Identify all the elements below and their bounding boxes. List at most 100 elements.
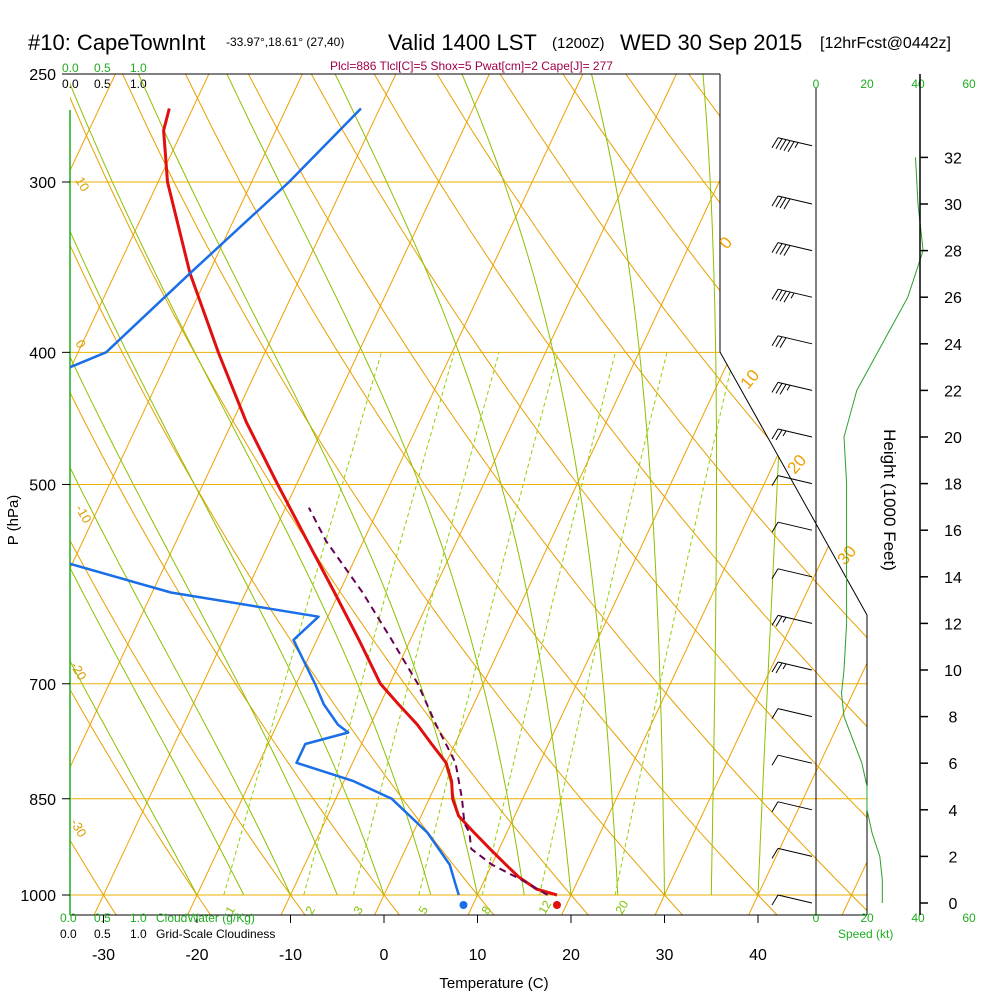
isotherm-line (463, 74, 867, 915)
pressure-axis: 250 300 400 500 700 850 1000 (20, 67, 70, 905)
temperature-tick-label: 10 (469, 947, 487, 964)
top-black-2: 1.0 (130, 77, 147, 91)
wind-barb (771, 847, 813, 859)
wind-barb-half (782, 663, 787, 670)
wind-barb (771, 381, 813, 395)
temperature-tick-label: 0 (380, 947, 389, 964)
wind-barb-staff (777, 137, 813, 147)
temperature-tick-label: 40 (749, 947, 767, 964)
title-utc: (1200Z) (552, 35, 605, 52)
speed-tick-bottom: 40 (911, 911, 925, 925)
top-cloud-scale: 0.0 0.5 1.0 0.0 0.5 1.0 (62, 61, 147, 91)
wind-speed-profile (840, 157, 924, 903)
wind-barb-flag (779, 337, 787, 349)
wind-barb-flag (771, 137, 779, 149)
wind-barb-flag (771, 288, 779, 300)
height-tick-label: 18 (944, 477, 962, 494)
dry-adiabat-line (70, 74, 218, 915)
dry-adiabats (0, 0, 867, 924)
height-tick-label: 14 (944, 570, 962, 587)
wind-barb-staff (777, 847, 813, 857)
height-tick-label: 10 (944, 663, 962, 680)
wind-barb (771, 288, 813, 303)
wind-barb-half (782, 617, 787, 623)
height-tick-label: 2 (949, 849, 958, 866)
wind-barb-flag (775, 383, 783, 394)
plot-frame (69, 73, 868, 916)
wind-barb (771, 242, 813, 256)
wind-barb-half (786, 385, 791, 391)
wind-barb-flag (775, 243, 783, 254)
isotherm-line (70, 74, 272, 915)
bottom-black-0: 0.0 (60, 927, 77, 941)
wind-barb-staff (777, 708, 813, 718)
wind-barb-flag (771, 382, 779, 393)
skewed-isotherms (70, 74, 867, 915)
dry-adiabat-line (656, 74, 867, 915)
height-tick-label: 20 (944, 430, 962, 447)
isobars (70, 73, 867, 896)
speed-tick-top: 20 (860, 77, 874, 91)
speed-tick-top: 60 (962, 77, 976, 91)
bottom-black-2: 1.0 (130, 927, 147, 941)
pressure-tick-label: 250 (29, 67, 56, 84)
surface-temperature-point (552, 901, 561, 909)
height-tick-label: 12 (944, 616, 962, 633)
wind-barb (771, 614, 813, 627)
isotherm-label: 0 (72, 337, 89, 351)
dry-adiabat-line (0, 0, 27, 924)
wind-barb-flag (783, 291, 791, 303)
wind-barb-flag (771, 801, 779, 813)
height-tick-label: 26 (944, 290, 962, 307)
bottom-green-1: 0.5 (94, 911, 111, 925)
wind-barb-half (782, 430, 787, 437)
moist-adiabat-line (551, 74, 665, 896)
wind-barb-flag (775, 662, 783, 674)
moist-adiabat-line (70, 74, 198, 896)
dry-adiabat-line (70, 74, 123, 915)
height-tick-label: 4 (949, 803, 958, 820)
speed-tick-bottom: 20 (860, 911, 874, 925)
temperature-tick-label: -20 (185, 947, 208, 964)
moist-adiabat-line (70, 74, 245, 896)
dry-adiabat-line (479, 74, 867, 915)
pressure-tick-label: 500 (29, 478, 56, 495)
wind-barb-staff (777, 521, 813, 531)
wind-barb-staff (777, 335, 813, 345)
isotherm-line (70, 74, 178, 915)
wind-barb-flag (783, 198, 791, 210)
x-axis-label: Temperature (C) (439, 975, 548, 992)
isotherm-line (837, 74, 867, 915)
wind-barb (771, 137, 813, 153)
top-green-2: 1.0 (130, 61, 147, 75)
moist-adiabat-line (70, 74, 291, 896)
wind-barb-flag (775, 138, 783, 150)
wind-barb-flag (775, 196, 783, 208)
pressure-tick-label: 700 (29, 677, 56, 694)
height-axis-label: Height (1000 Feet) (880, 429, 899, 571)
dry-adiabat-line (361, 74, 867, 915)
speed-tick-bottom: 0 (813, 911, 820, 925)
cloudwater-label: CloudWater (g/Kg) (156, 911, 255, 925)
title-valid: Valid 1400 LST (388, 30, 537, 55)
wind-barb-flag (771, 754, 779, 766)
wind-barb-flag (779, 384, 787, 395)
isotherm-line (70, 74, 365, 915)
wind-barb-flag (771, 521, 779, 533)
pressure-tick-label: 850 (29, 792, 56, 809)
mixing-ratio-line (303, 352, 455, 896)
height-tick-label: 0 (949, 896, 958, 913)
height-tick-label: 30 (944, 197, 962, 214)
wind-barb (771, 568, 813, 580)
wind-barb-half (790, 292, 795, 299)
wind-barb-staff (777, 661, 813, 671)
wind-barb-flag (779, 197, 787, 209)
wind-panel: 0 20 40 600 20 40 60 (771, 77, 976, 925)
wind-barb-staff (777, 195, 813, 205)
dry-adiabat-line (184, 74, 867, 915)
wind-barb-half (794, 142, 799, 149)
parcel-profile (308, 507, 549, 896)
wind-barb (771, 335, 813, 349)
isotherm-line (182, 74, 646, 915)
wind-barb-flag (779, 139, 787, 151)
